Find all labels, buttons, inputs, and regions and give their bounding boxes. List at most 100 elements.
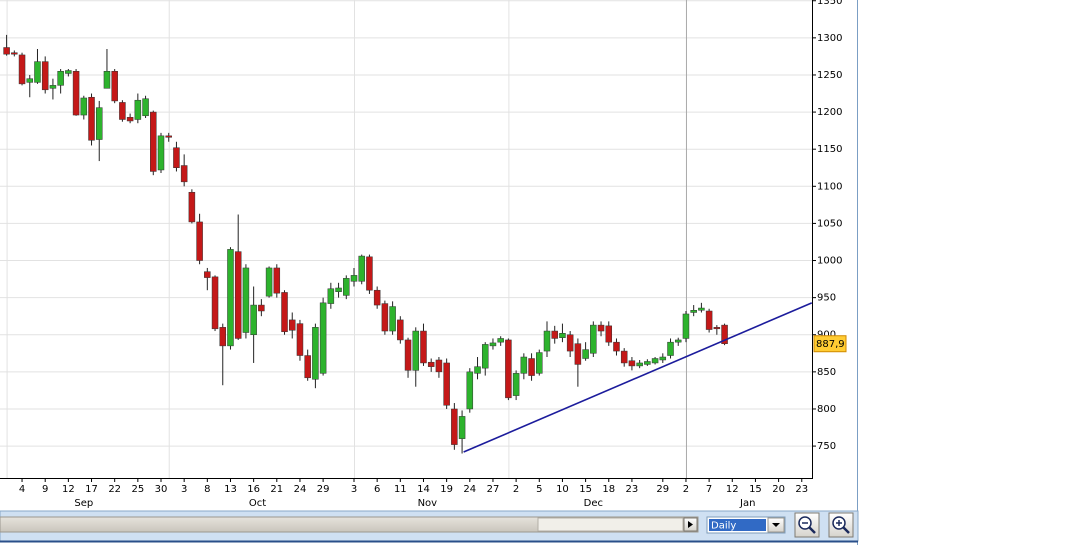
arrow-icon [772,523,780,527]
candle-body [142,98,149,117]
candle-body [373,289,381,306]
trendline [463,302,813,453]
month-label: Sep [74,498,93,509]
x-tick-label: 11 [394,484,407,495]
candle-body [49,85,57,89]
candle-body [227,249,234,347]
candle-body [443,362,450,406]
x-tick-label: 10 [556,484,569,495]
candle-body [481,344,489,369]
candle-body [3,47,10,55]
candle-body [358,255,365,282]
x-tick-label: 14 [417,484,430,495]
y-tick-label: 1100 [817,181,842,192]
scrollbar-thumb[interactable] [537,517,684,532]
x-tick-label: 22 [108,484,121,495]
candle-body [288,319,296,331]
last-price-label: 887,9 [816,339,845,350]
candle-body [705,310,713,330]
candle-body [628,360,636,367]
x-tick-label: 20 [772,484,785,495]
candle-body [165,135,172,138]
candle-body [682,313,690,339]
candle-body [319,302,327,374]
candle-body [458,416,466,439]
candle-body [26,78,34,83]
candle-body [644,361,651,365]
candle-body [157,135,165,171]
candle-body [265,267,273,297]
candle-body [412,330,420,371]
candle-body [389,306,396,332]
candle-body [613,341,620,352]
candle-body [180,165,188,183]
y-tick-label: 1000 [817,256,842,267]
candle-body [698,307,705,311]
candle-body [566,334,574,352]
candle-body [188,191,196,223]
candle-body [536,352,543,374]
candle-body [420,330,427,364]
candle-body [489,342,497,347]
dropdown-selection [709,519,766,531]
candle-body [451,408,458,445]
candle-body [559,333,566,338]
candle-body [427,361,435,367]
candle-body [397,319,404,341]
x-tick-label: 12 [62,484,75,495]
candle-body [34,61,41,83]
x-tick-label: 13 [224,484,237,495]
x-tick-label: 12 [726,484,739,495]
candle-body [574,343,582,365]
interval-label: Daily [711,521,736,532]
candle-body [242,267,250,333]
candle-body [80,97,88,116]
candle-body [281,292,288,333]
x-tick-label: 29 [656,484,669,495]
candle-body [273,267,281,294]
candle-body [605,325,613,343]
candle-body [435,359,443,373]
candle-body [41,61,49,91]
candle-body [674,339,682,343]
x-tick-label: 8 [204,484,210,495]
x-tick-label: 19 [440,484,453,495]
candle-body [404,339,412,371]
x-tick-label: 17 [85,484,98,495]
x-tick-label: 2 [513,484,519,495]
x-tick-label: 24 [294,484,307,495]
plot-area [0,0,813,478]
candle-body [173,147,180,168]
month-label: Nov [418,498,438,509]
candle-body [204,271,211,278]
x-tick-label: 7 [706,484,712,495]
x-tick-label: 30 [155,484,168,495]
candle-body [219,327,227,347]
candle-body [95,107,103,140]
candle-body [366,256,373,291]
last-price-box [813,335,847,353]
candle-body [713,327,721,330]
x-axis-area [0,478,858,511]
candle-body [659,356,667,361]
candle-body [250,304,257,335]
candle-body [528,358,535,376]
candle-body [381,303,389,332]
y-tick-label: 1150 [817,144,842,155]
scrollbar[interactable] [0,516,699,533]
x-tick-label: 21 [270,484,283,495]
candle-body [126,117,134,122]
x-tick-label: 4 [19,484,25,495]
candle-body [520,356,528,374]
candle-body [196,221,203,261]
candle-body [721,324,728,344]
y-tick-label: 1300 [817,33,842,44]
y-tick-label: 1350 [817,0,842,7]
candle-body [65,70,72,74]
y-tick-label: 1050 [817,218,842,229]
x-tick-label: 9 [42,484,48,495]
candle-body [296,323,304,356]
candle-body [234,251,242,339]
candle-body [512,373,520,396]
